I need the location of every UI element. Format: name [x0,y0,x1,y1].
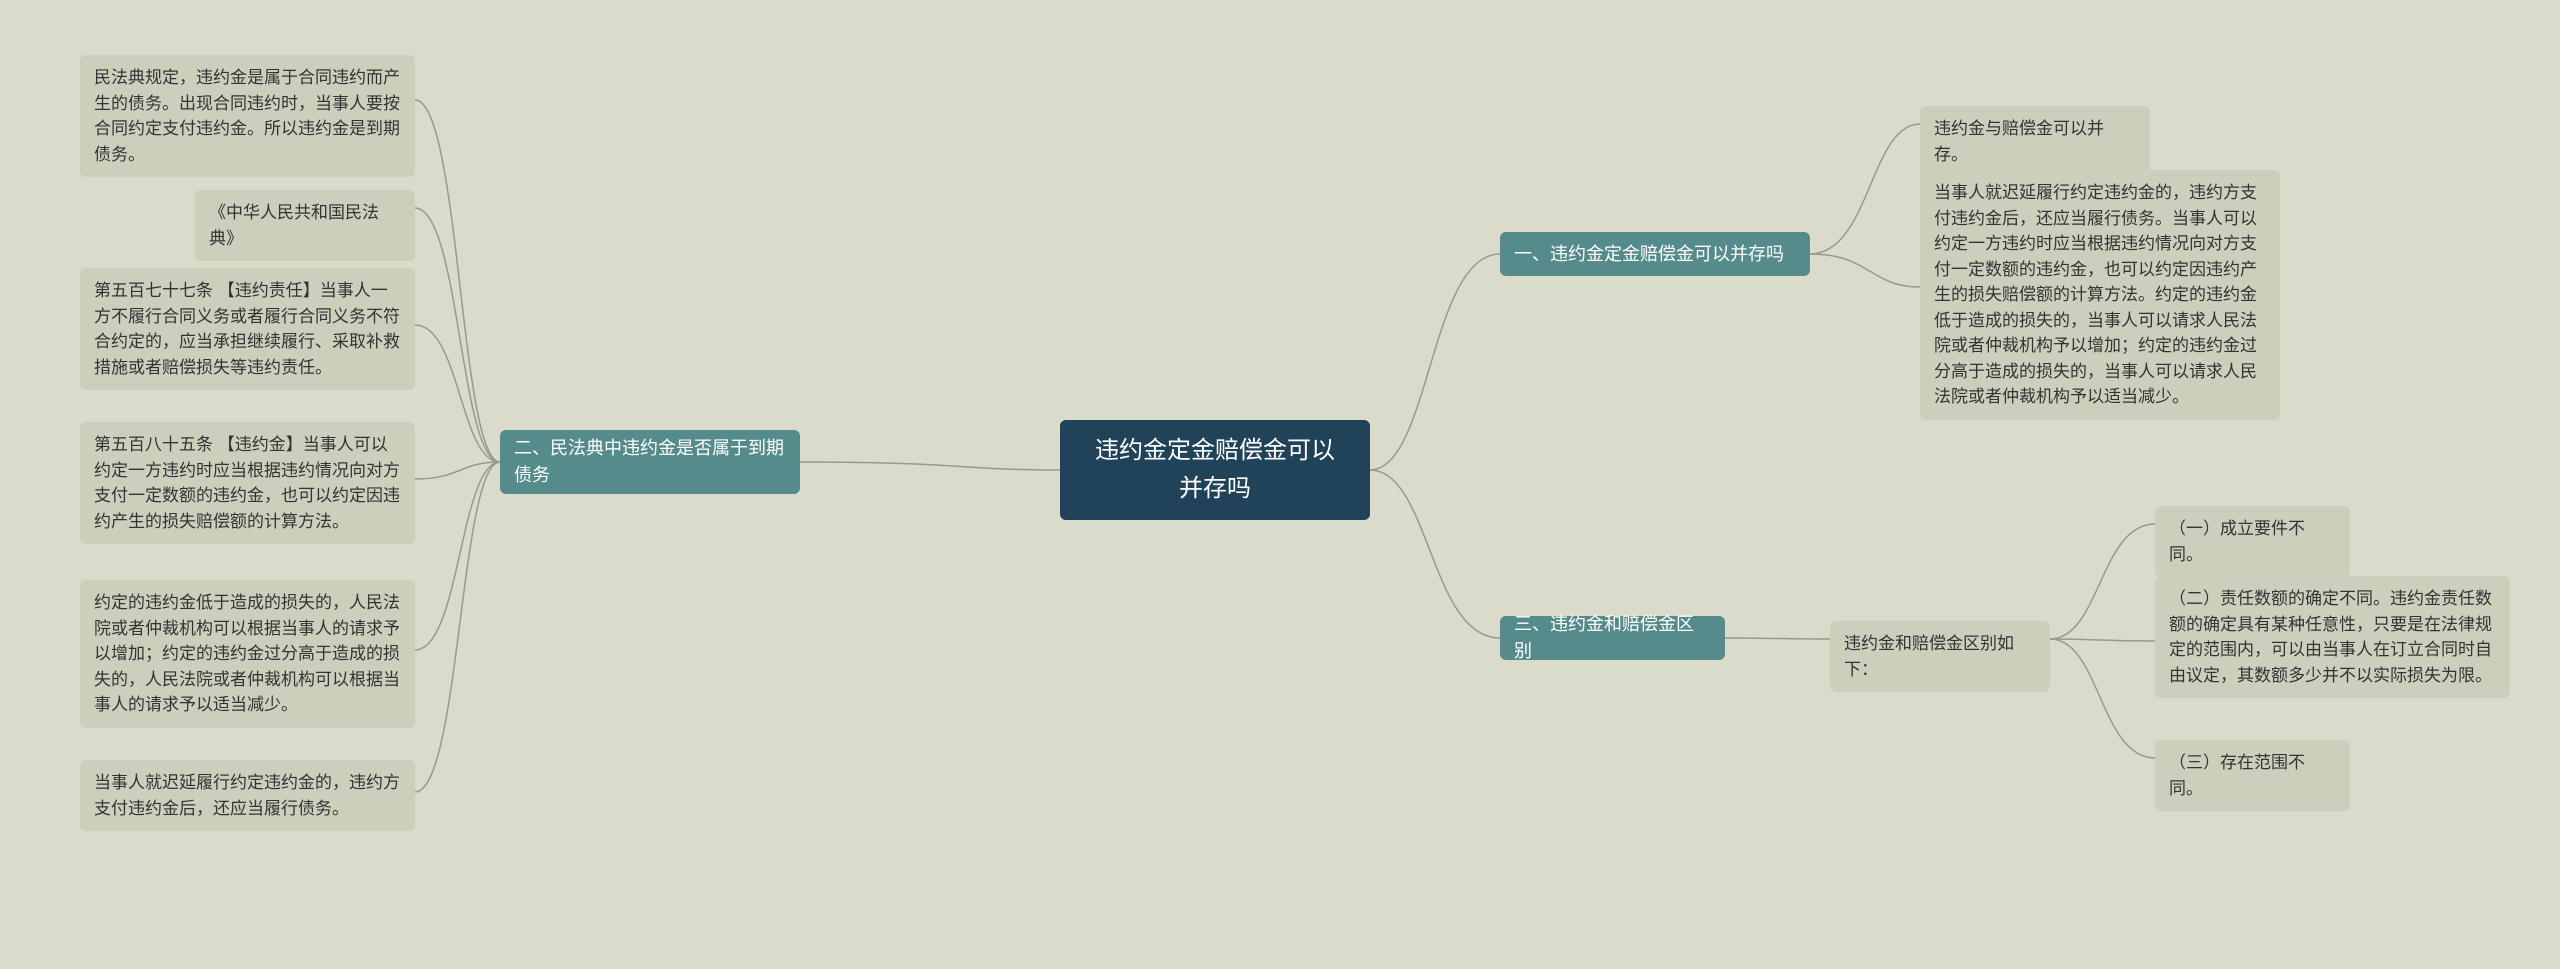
leaf-r1b: 当事人就迟延履行约定违约金的，违约方支付违约金后，还应当履行债务。当事人可以约定… [1920,170,2280,420]
sub-3a: 违约金和赔偿金区别如下： [1830,621,2050,692]
leaf-l2e-label: 约定的违约金低于造成的损失的，人民法院或者仲裁机构可以根据当事人的请求予以增加；… [94,593,400,714]
leaf-l2a: 民法典规定，违约金是属于合同违约而产生的债务。出现合同违约时，当事人要按合同约定… [80,55,415,177]
branch-3: 三、违约金和赔偿金区别 [1500,616,1725,660]
leaf-l2b-label: 《中华人民共和国民法典》 [209,203,379,248]
leaf-r3a-label: （一）成立要件不同。 [2169,519,2305,564]
leaf-r3c: （三）存在范围不同。 [2155,740,2350,811]
leaf-l2e: 约定的违约金低于造成的损失的，人民法院或者仲裁机构可以根据当事人的请求予以增加；… [80,580,415,728]
leaf-r3b-label: （二）责任数额的确定不同。违约金责任数额的确定具有某种任意性，只要是在法律规定的… [2169,589,2492,685]
leaf-l2b: 《中华人民共和国民法典》 [195,190,415,261]
root-label: 违约金定金赔偿金可以并存吗 [1084,432,1346,509]
root-node: 违约金定金赔偿金可以并存吗 [1060,420,1370,520]
leaf-r3c-label: （三）存在范围不同。 [2169,753,2305,798]
leaf-r1b-label: 当事人就迟延履行约定违约金的，违约方支付违约金后，还应当履行债务。当事人可以约定… [1934,183,2257,406]
branch-2: 二、民法典中违约金是否属于到期债务 [500,430,800,494]
branch-2-label: 二、民法典中违约金是否属于到期债务 [514,435,786,489]
leaf-r3b: （二）责任数额的确定不同。违约金责任数额的确定具有某种任意性，只要是在法律规定的… [2155,576,2510,698]
branch-1-label: 一、违约金定金赔偿金可以并存吗 [1514,241,1784,268]
leaf-r3a: （一）成立要件不同。 [2155,506,2350,577]
leaf-l2d: 第五百八十五条 【违约金】当事人可以约定一方违约时应当根据违约情况向对方支付一定… [80,422,415,544]
leaf-l2c-label: 第五百七十七条 【违约责任】当事人一方不履行合同义务或者履行合同义务不符合约定的… [94,281,400,377]
leaf-l2f: 当事人就迟延履行约定违约金的，违约方支付违约金后，还应当履行债务。 [80,760,415,831]
leaf-l2a-label: 民法典规定，违约金是属于合同违约而产生的债务。出现合同违约时，当事人要按合同约定… [94,68,400,164]
leaf-r1a: 违约金与赔偿金可以并存。 [1920,106,2150,177]
branch-1: 一、违约金定金赔偿金可以并存吗 [1500,232,1810,276]
leaf-l2f-label: 当事人就迟延履行约定违约金的，违约方支付违约金后，还应当履行债务。 [94,773,400,818]
leaf-r1a-label: 违约金与赔偿金可以并存。 [1934,119,2104,164]
sub-3a-label: 违约金和赔偿金区别如下： [1844,634,2014,679]
leaf-l2c: 第五百七十七条 【违约责任】当事人一方不履行合同义务或者履行合同义务不符合约定的… [80,268,415,390]
branch-3-label: 三、违约金和赔偿金区别 [1514,611,1711,665]
leaf-l2d-label: 第五百八十五条 【违约金】当事人可以约定一方违约时应当根据违约情况向对方支付一定… [94,435,400,531]
